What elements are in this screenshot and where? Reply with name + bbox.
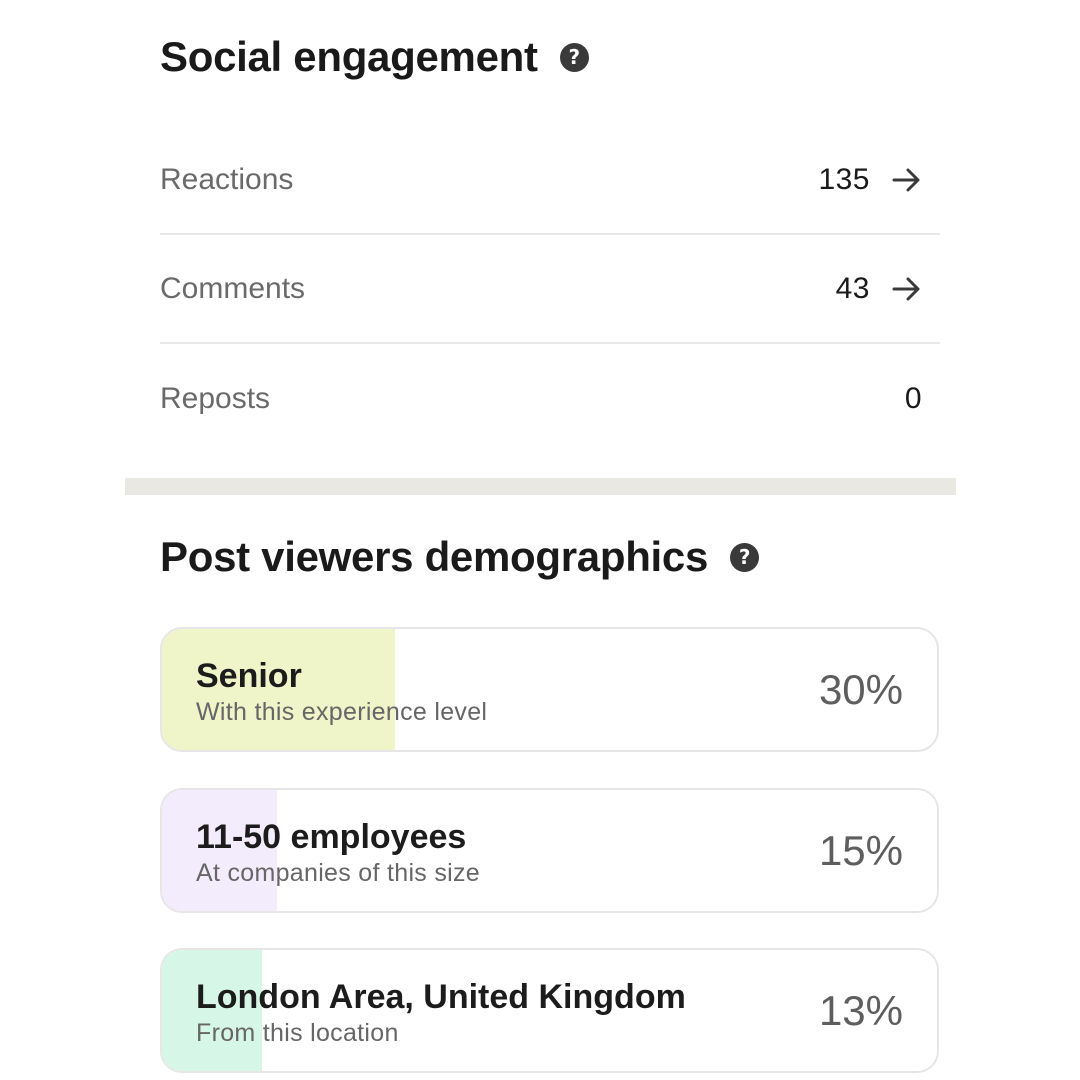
- social-engagement-title: Social engagement ?: [160, 33, 589, 81]
- reposts-value: 0: [904, 381, 922, 415]
- demographic-subtitle: With this experience level: [196, 698, 488, 726]
- reactions-value: 135: [818, 162, 870, 196]
- percentage-fill-bar: [162, 629, 395, 750]
- social-engagement-heading: Social engagement: [160, 33, 538, 80]
- percentage-fill-bar: [162, 950, 262, 1071]
- reposts-label: Reposts: [160, 381, 271, 415]
- comments-row[interactable]: Comments 43: [160, 235, 940, 344]
- demographic-subtitle: At companies of this size: [196, 859, 481, 887]
- demographic-title: 11-50 employees: [196, 818, 467, 856]
- demographic-card-experience[interactable]: Senior With this experience level 30%: [160, 627, 939, 752]
- demographics-heading: Post viewers demographics: [160, 533, 709, 580]
- demographic-percent: 15%: [818, 826, 903, 874]
- demographic-percent: 13%: [818, 986, 903, 1034]
- reactions-row[interactable]: Reactions 135: [160, 126, 940, 235]
- comments-value: 43: [835, 271, 870, 305]
- reactions-label: Reactions: [160, 162, 294, 196]
- question-mark-icon[interactable]: ?: [730, 542, 760, 572]
- arrow-right-icon[interactable]: [892, 277, 922, 301]
- demographic-card-location[interactable]: London Area, United Kingdom From this lo…: [160, 948, 939, 1073]
- demographic-percent: 30%: [818, 665, 903, 713]
- arrow-right-icon[interactable]: [892, 168, 922, 192]
- section-divider: [125, 478, 956, 495]
- demographic-card-company-size[interactable]: 11-50 employees At companies of this siz…: [160, 788, 939, 913]
- comments-label: Comments: [160, 271, 306, 305]
- demographic-title: London Area, United Kingdom: [196, 978, 686, 1016]
- percentage-fill-bar: [162, 790, 277, 911]
- demographics-title: Post viewers demographics ?: [160, 533, 760, 581]
- reposts-row: Reposts 0: [160, 344, 940, 453]
- demographic-subtitle: From this location: [196, 1019, 399, 1047]
- question-mark-icon[interactable]: ?: [559, 42, 589, 72]
- demographic-title: Senior: [196, 657, 302, 695]
